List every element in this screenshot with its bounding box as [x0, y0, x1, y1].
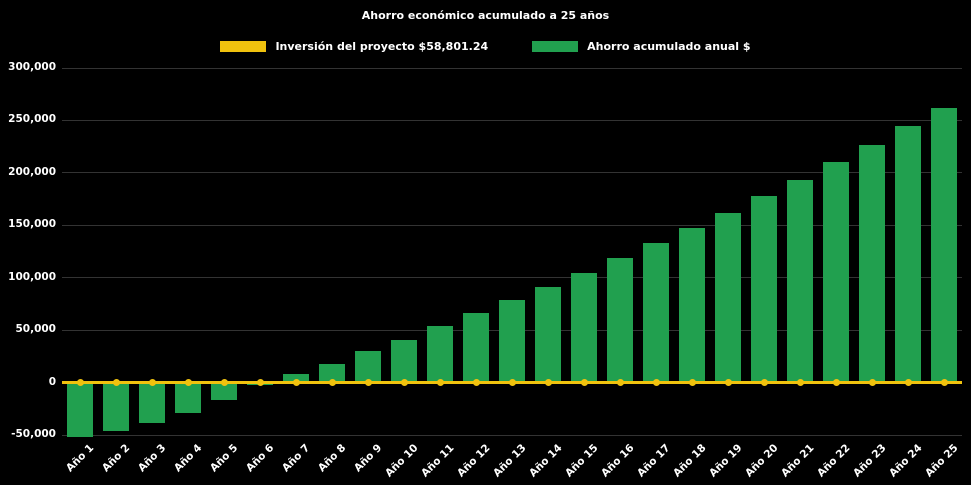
line-marker [544, 379, 552, 387]
x-axis-label: Año 24 [886, 442, 925, 480]
investment-legend-swatch [220, 41, 267, 52]
bar [679, 227, 705, 383]
line-marker [76, 379, 84, 387]
bar [463, 313, 489, 383]
bar [859, 144, 885, 383]
bar [319, 363, 345, 383]
savings-legend-swatch [532, 41, 579, 52]
gridline [62, 224, 962, 226]
gridline [62, 67, 962, 69]
bar [427, 326, 453, 383]
investment-legend-label: Inversión del proyecto $58,801.24 [275, 40, 489, 53]
line-marker [220, 379, 228, 387]
bar [391, 339, 417, 383]
bar [823, 162, 849, 383]
line-marker [472, 379, 480, 387]
gridline [62, 277, 962, 279]
y-axis-label: 250,000 [8, 113, 56, 126]
x-axis-label: Año 22 [814, 442, 853, 480]
bar [931, 108, 957, 383]
bar [211, 382, 237, 400]
y-axis-label: 200,000 [8, 165, 56, 178]
line-marker [148, 379, 156, 387]
line-marker [184, 379, 192, 387]
x-axis-label: Año 1 [64, 442, 97, 475]
line-marker [796, 379, 804, 387]
line-marker [256, 379, 264, 387]
line-marker [688, 379, 696, 387]
gridline [62, 172, 962, 174]
y-axis-label: -50,000 [11, 428, 56, 440]
bar [787, 179, 813, 383]
line-marker [652, 379, 660, 387]
bar [751, 195, 777, 383]
x-axis-label: Año 16 [598, 442, 637, 480]
y-axis-label: 300,000 [8, 61, 56, 73]
bar [535, 286, 561, 383]
x-axis-label: Año 12 [454, 442, 493, 480]
bar [895, 126, 921, 383]
x-axis-label: Año 19 [706, 442, 745, 480]
x-axis-label: Año 2 [100, 442, 133, 475]
y-axis-label: 100,000 [8, 270, 56, 283]
x-axis-label: Año 11 [418, 442, 457, 480]
x-axis-label: Año 14 [526, 442, 565, 480]
line-marker [832, 379, 840, 387]
bar [607, 258, 633, 383]
gridline [62, 119, 962, 121]
line-marker [580, 379, 588, 387]
chart-title: Ahorro económico acumulado a 25 años [361, 9, 610, 22]
x-axis-label: Año 3 [136, 442, 169, 475]
line-marker [508, 379, 516, 387]
x-axis-label: Año 25 [922, 442, 961, 480]
plot-area: -50,000 0 50,000 100,000 150,000 200,000 250,0… [8, 61, 962, 480]
bar [103, 382, 129, 431]
gridline [62, 434, 962, 436]
y-axis-label: 0 [48, 375, 56, 388]
bar [175, 382, 201, 414]
x-axis-label: Año 21 [778, 442, 817, 480]
line-marker [328, 379, 336, 387]
line-marker [904, 379, 912, 387]
x-axis-label: Año 6 [244, 442, 277, 475]
x-axis-label: Año 18 [670, 442, 709, 480]
line-marker [940, 379, 948, 387]
bar [355, 351, 381, 383]
x-axis-label: Año 5 [208, 442, 241, 475]
y-axis-label: 150,000 [8, 218, 56, 231]
line-marker [616, 379, 624, 387]
x-axis-label: Año 17 [634, 442, 673, 480]
line-marker [868, 379, 876, 387]
legend-item-savings: Ahorro acumulado anual $ [532, 40, 751, 53]
bar [643, 243, 669, 383]
x-axis-label: Año 9 [352, 442, 385, 475]
line-marker [436, 379, 444, 387]
line-marker [400, 379, 408, 387]
savings-legend-label: Ahorro acumulado anual $ [587, 40, 751, 53]
bar [139, 382, 165, 423]
bar [571, 272, 597, 383]
line-marker [724, 379, 732, 387]
bar [715, 212, 741, 383]
bar [283, 373, 309, 383]
bar [67, 382, 93, 438]
line-marker [112, 379, 120, 387]
x-axis-label: Año 4 [172, 442, 205, 475]
line-marker [292, 379, 300, 387]
x-axis-label: Año 15 [562, 442, 601, 480]
x-axis-label: Año 13 [490, 442, 529, 480]
x-axis-label: Año 20 [742, 442, 781, 480]
bar [499, 299, 525, 383]
x-axis-label: Año 8 [316, 442, 349, 475]
x-axis-label: Año 10 [382, 442, 421, 480]
x-axis-label: Año 7 [280, 442, 313, 475]
legend-item-investment: Inversión del proyecto $58,801.24 [220, 40, 488, 53]
y-axis-label: 50,000 [15, 323, 56, 336]
line-marker [760, 379, 768, 387]
legend: Inversión del proyecto $58,801.24 Ahorro… [0, 40, 971, 53]
x-axis-label: Año 23 [850, 442, 889, 480]
line-marker [364, 379, 372, 387]
